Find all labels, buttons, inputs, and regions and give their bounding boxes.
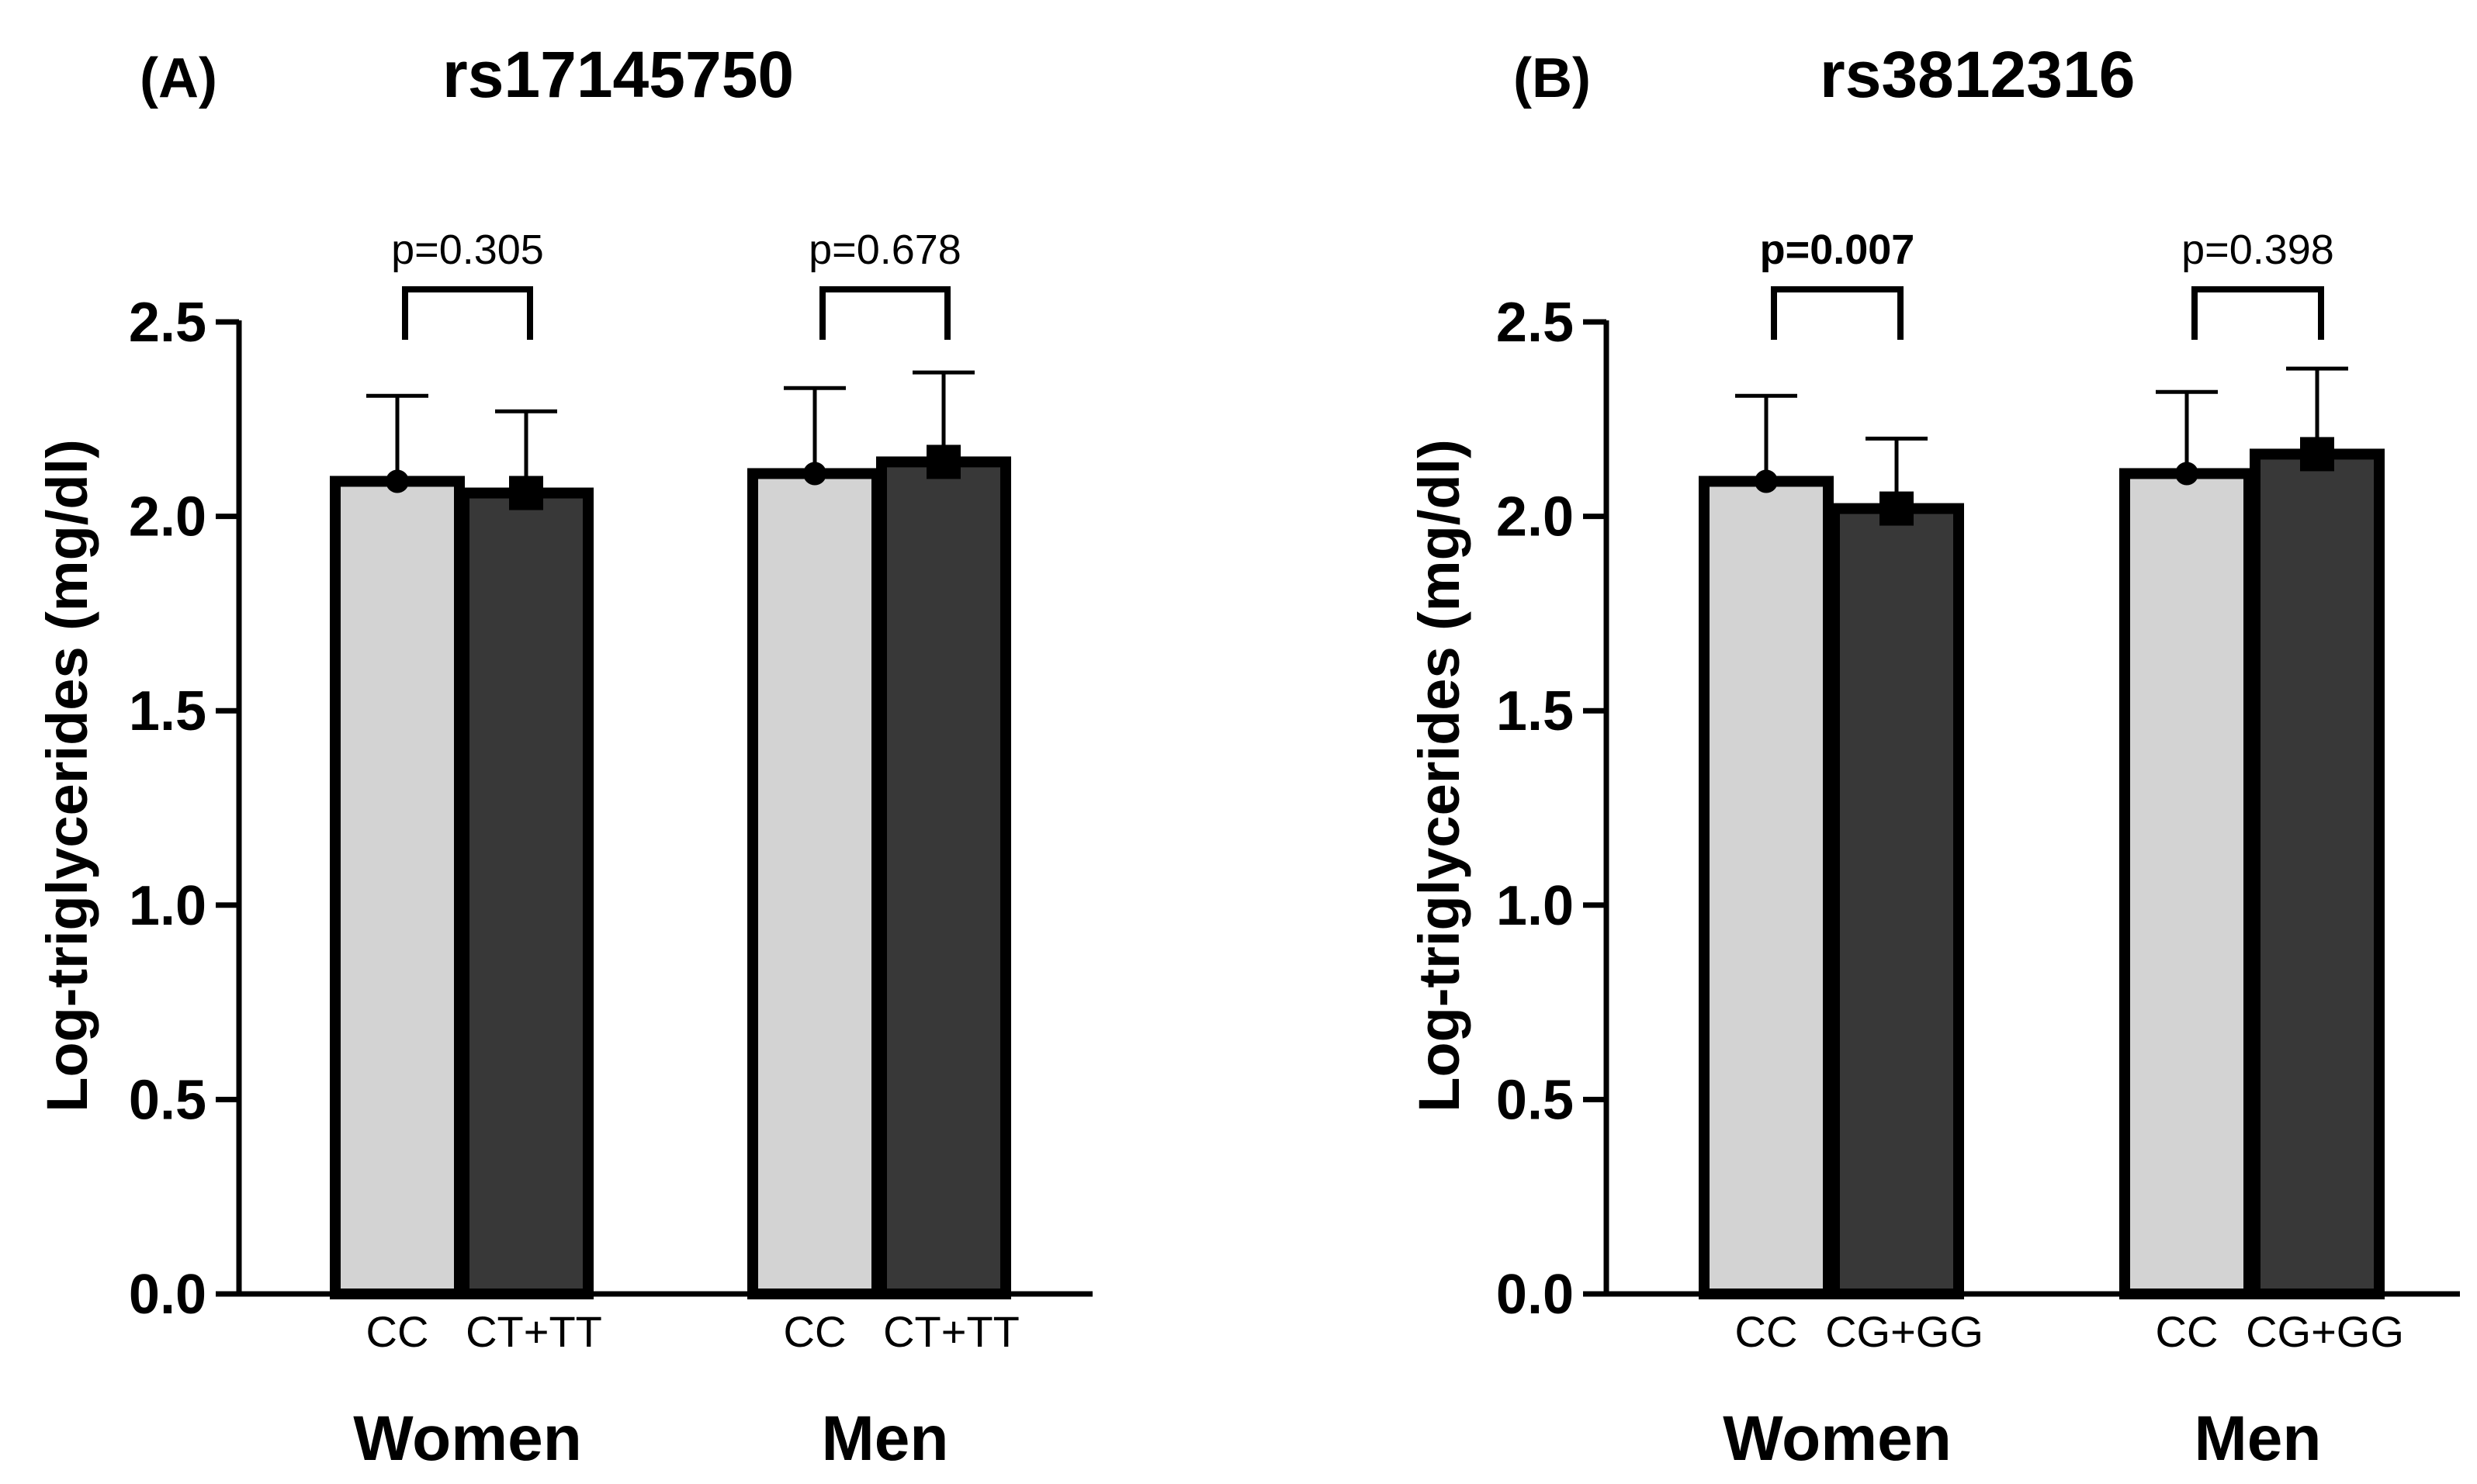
panel-b-ytick-label: 1.5 <box>1496 680 1574 742</box>
panel-b-category-label: CC <box>2156 1307 2219 1356</box>
panel-b-bar-men-cggg <box>2250 448 2385 1300</box>
panel-b-bar-men-cc <box>2119 468 2254 1299</box>
panel-b-letter: (B) <box>1513 47 1591 109</box>
panel-b-bar-women-cc <box>1699 476 1834 1300</box>
panel-b-mean-marker <box>2175 462 2198 486</box>
panel-a-mean-marker <box>927 445 961 479</box>
panel-b-mean-marker <box>2300 437 2334 472</box>
panel-b-ytick-label: 0.5 <box>1496 1069 1574 1131</box>
panel-b-category-label: CG+GG <box>1825 1307 1983 1356</box>
panel-b-ylabel: Log-triglycerides (mg/dl) <box>1407 439 1471 1112</box>
panel-a-pvalue-label: p=0.305 <box>391 227 544 273</box>
panel-b-mean-marker <box>1879 491 1914 526</box>
panel-a-category-label: CC <box>784 1307 847 1356</box>
panel-a-bar-women-cttt <box>459 487 594 1300</box>
panel-b-significance-bracket <box>1771 286 1904 340</box>
panel-b-group-label: Women <box>1723 1403 1952 1474</box>
panel-b-pvalue-label: p=0.398 <box>2181 227 2334 273</box>
panel-b-ytick-label: 2.5 <box>1496 292 1574 354</box>
panel-a-category-label: CT+TT <box>883 1307 1020 1356</box>
panel-b-group-label: Men <box>2195 1403 2322 1474</box>
panel-a-bar-men-cttt <box>876 456 1011 1299</box>
panel-a-pvalue-label: p=0.678 <box>809 227 961 273</box>
panel-a-mean-marker <box>803 462 826 486</box>
panel-b-plot: 0.0 0.5 1.0 1.5 2.0 2.5 CC CG+GG CC CG+GG Women p=0… <box>1496 227 2460 1474</box>
panel-a: (A) rs17145750 Log-triglycerides (mg/dl)… <box>35 38 1093 1474</box>
panel-a-significance-bracket <box>819 286 951 340</box>
panel-a-title: rs17145750 <box>442 38 794 111</box>
panel-a-significance-bracket <box>402 286 533 340</box>
panel-a-group-label: Men <box>822 1403 949 1474</box>
panel-a-category-label: CT+TT <box>466 1307 602 1356</box>
panel-b-pvalue-label: p=0.007 <box>1760 227 1915 273</box>
panel-a-plot: 0.0 0.5 1.0 1.5 2.0 2.5 CC CT+TT CC CT+TT Women p=0… <box>129 227 1093 1474</box>
panel-b-ytick-label: 2.0 <box>1496 486 1574 548</box>
panel-a-mean-marker <box>509 476 543 510</box>
panel-b: (B) rs3812316 Log-triglycerides (mg/dl) … <box>1407 38 2460 1474</box>
panel-b-title: rs3812316 <box>1820 38 2135 111</box>
panel-a-ylabel: Log-triglycerides (mg/dl) <box>35 439 99 1112</box>
panel-b-ytick-label: 1.0 <box>1496 875 1574 937</box>
panel-a-bar-women-cc <box>330 476 465 1300</box>
panel-b-category-label: CG+GG <box>2246 1307 2404 1356</box>
panel-b-category-label: CC <box>1735 1307 1798 1356</box>
panel-b-ytick-label: 0.0 <box>1496 1264 1574 1326</box>
panel-b-significance-bracket <box>2191 286 2324 340</box>
panel-a-category-label: CC <box>366 1307 429 1356</box>
panel-a-ytick-label: 1.0 <box>129 875 206 937</box>
panel-a-ytick-label: 0.0 <box>129 1264 206 1326</box>
panel-a-group-label: Women <box>353 1403 582 1474</box>
panel-a-bar-men-cc <box>747 468 882 1299</box>
panel-a-letter: (A) <box>140 47 217 109</box>
panel-a-ytick-label: 2.5 <box>129 292 206 354</box>
panel-b-mean-marker <box>1755 469 1778 493</box>
panel-a-mean-marker <box>386 469 409 493</box>
panel-a-ytick-label: 2.0 <box>129 486 206 548</box>
panel-a-ytick-label: 1.5 <box>129 680 206 742</box>
panel-b-bar-women-cggg <box>1829 503 1964 1299</box>
panel-a-ytick-label: 0.5 <box>129 1069 206 1131</box>
